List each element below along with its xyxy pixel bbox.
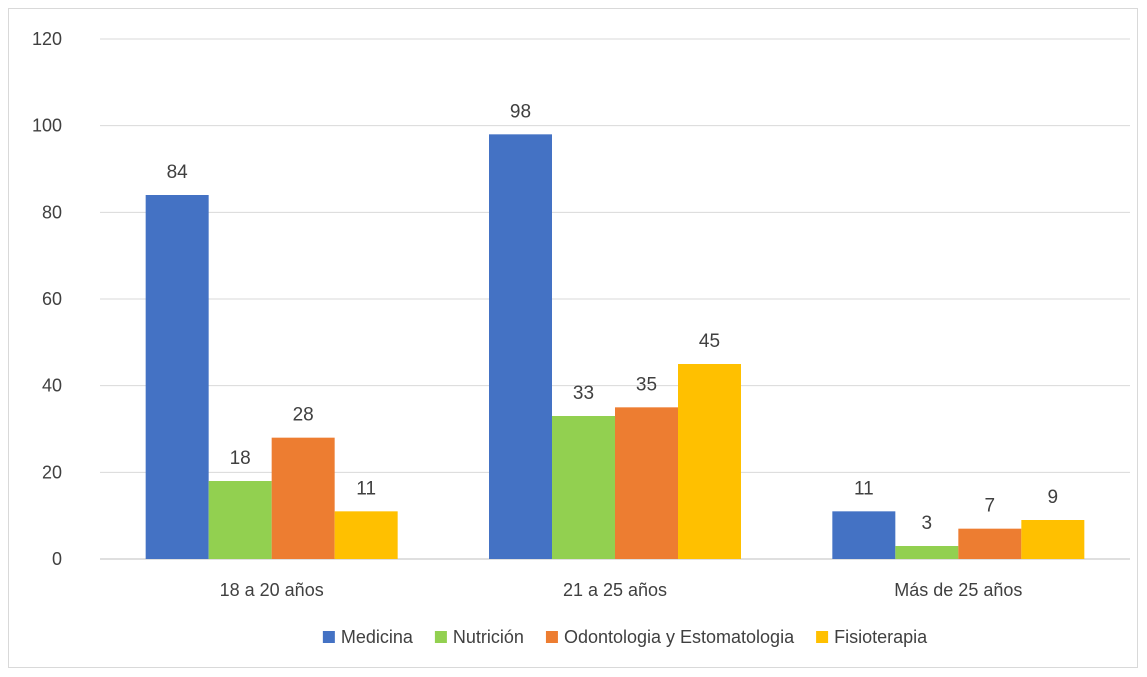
legend-swatch[interactable] [816, 631, 829, 643]
category-label: 18 a 20 años [220, 580, 324, 600]
data-label: 84 [167, 162, 189, 183]
legend-label[interactable]: Odontologia y Estomatologia [564, 627, 795, 647]
data-label: 11 [854, 478, 874, 499]
legend-swatch[interactable] [322, 631, 335, 643]
bar-nutrición[interactable] [552, 416, 615, 559]
data-label: 35 [636, 374, 657, 395]
legend-label[interactable]: Nutrición [453, 627, 524, 647]
bar-fisioterapia[interactable] [678, 364, 741, 559]
x-axis-categories: 18 a 20 años 21 a 25 años Más de 25 años [220, 580, 1023, 600]
bar-medicina[interactable] [832, 511, 896, 559]
data-label: 11 [356, 478, 376, 499]
category-label: 21 a 25 años [563, 580, 667, 600]
data-label: 45 [699, 331, 720, 352]
data-label: 18 [230, 448, 251, 469]
y-tick-label: 120 [32, 29, 62, 49]
y-tick-label: 40 [42, 376, 62, 396]
y-tick-label: 20 [42, 462, 62, 482]
y-tick-label: 100 [32, 116, 62, 136]
y-tick-label: 60 [42, 289, 62, 309]
bar-odontologia-y-estomatologia[interactable] [615, 407, 678, 559]
category-label: Más de 25 años [894, 580, 1022, 600]
bar-fisioterapia[interactable] [334, 511, 398, 559]
bar-nutrición[interactable] [895, 546, 959, 559]
bar-fisioterapia[interactable] [1021, 520, 1085, 559]
legend-swatch[interactable] [545, 631, 558, 643]
data-label: 98 [510, 101, 531, 122]
bar-nutrición[interactable] [208, 481, 272, 559]
legend-label[interactable]: Medicina [341, 627, 414, 647]
bar-odontologia-y-estomatologia[interactable] [958, 528, 1022, 559]
data-label: 7 [985, 496, 996, 517]
data-label: 9 [1048, 487, 1059, 508]
y-tick-label: 80 [42, 202, 62, 222]
data-label: 3 [922, 513, 933, 534]
y-axis-ticks: 0 20 40 60 80 100 120 [32, 29, 62, 569]
bar-medicina[interactable] [145, 195, 209, 559]
data-label: 33 [573, 383, 594, 404]
legend-label[interactable]: Fisioterapia [834, 627, 928, 647]
y-tick-label: 0 [52, 549, 62, 569]
data-label: 28 [293, 405, 314, 426]
legend[interactable]: Medicina Nutrición Odontologia y Estomatol… [322, 627, 928, 647]
data-labels: 84 18 28 11 98 33 35 45 11 3 7 9 [167, 101, 1059, 534]
bar-odontologia-y-estomatologia[interactable] [271, 437, 335, 559]
legend-swatch[interactable] [434, 631, 447, 643]
bars [145, 134, 1085, 560]
bar-medicina[interactable] [489, 134, 552, 560]
